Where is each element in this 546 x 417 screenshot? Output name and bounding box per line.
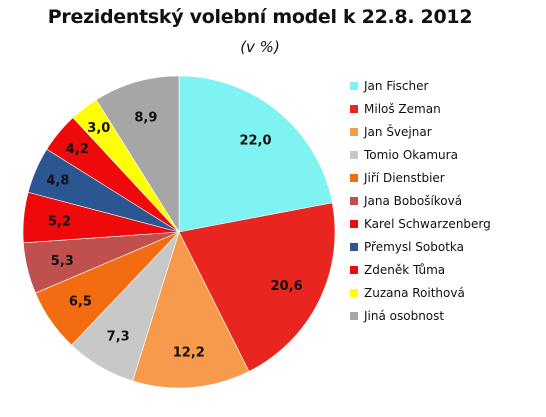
legend-item: Tomio Okamura	[350, 143, 540, 166]
pie-slices	[22, 75, 336, 389]
legend-label: Miloš Zeman	[364, 101, 441, 116]
legend-item: Jan Fischer	[350, 74, 540, 97]
data-label: 22,0	[239, 134, 271, 149]
legend-label: Jan Fischer	[364, 78, 429, 93]
legend-swatch	[350, 266, 358, 275]
pie-slice	[132, 231, 250, 389]
legend-label: Jana Bobošíková	[364, 194, 463, 209]
legend-swatch	[350, 104, 358, 113]
pie-slice	[178, 202, 336, 372]
pie-slice	[95, 75, 180, 234]
legend-item: Jiří Dienstbier	[350, 166, 540, 189]
legend-label: Tomio Okamura	[364, 147, 458, 162]
legend-item: Miloš Zeman	[350, 97, 540, 120]
legend-swatch	[350, 81, 358, 90]
data-label: 4,8	[46, 174, 69, 189]
data-label: 5,3	[51, 254, 74, 269]
legend-swatch	[350, 220, 358, 229]
legend-label: Zuzana Roithová	[364, 286, 465, 301]
chart-subtitle: (v %)	[240, 38, 280, 56]
legend-label: Jiná osobnost	[364, 309, 445, 324]
legend-item: Zdeněk Tůma	[350, 259, 540, 282]
chart-title: Prezidentský volební model k 22.8. 2012	[47, 6, 473, 28]
legend-label: Jiří Dienstbier	[364, 170, 445, 185]
legend-swatch	[350, 173, 358, 182]
legend-item: Karel Schwarzenberg	[350, 213, 540, 236]
legend-item: Jan Švejnar	[350, 120, 540, 143]
legend-label: Zdeněk Tůma	[364, 263, 446, 278]
legend-label: Přemysl Sobotka	[364, 240, 464, 255]
data-label: 20,6	[271, 279, 303, 294]
legend-item: Jana Bobošíková	[350, 189, 540, 212]
data-label: 7,3	[107, 330, 130, 345]
data-label: 3,0	[87, 121, 110, 136]
legend-item: Přemysl Sobotka	[350, 236, 540, 259]
legend-swatch	[350, 243, 358, 252]
legend-item: Jiná osobnost	[350, 305, 540, 328]
data-label: 6,5	[69, 294, 92, 309]
legend-swatch	[350, 289, 358, 298]
legend-swatch	[350, 127, 358, 136]
legend-swatch	[350, 150, 358, 159]
chart-legend: Jan Fischer Miloš Zeman Jan Švejnar Tomio O…	[350, 74, 540, 328]
legend-label: Jan Švejnar	[364, 124, 432, 139]
legend-swatch	[350, 197, 358, 206]
pie-slice	[178, 75, 333, 233]
pie-data-labels: 22,0 20,6 12,2 7,3 6,5 5,3 5,2 4,8 4,2 3,0 8,9	[46, 111, 302, 361]
legend-label: Karel Schwarzenberg	[364, 217, 491, 232]
data-label: 5,2	[48, 215, 71, 230]
data-label: 8,9	[134, 111, 157, 126]
legend-swatch	[350, 312, 358, 321]
legend-item: Zuzana Roithová	[350, 282, 540, 305]
data-label: 4,2	[66, 142, 89, 157]
data-label: 12,2	[173, 346, 205, 361]
